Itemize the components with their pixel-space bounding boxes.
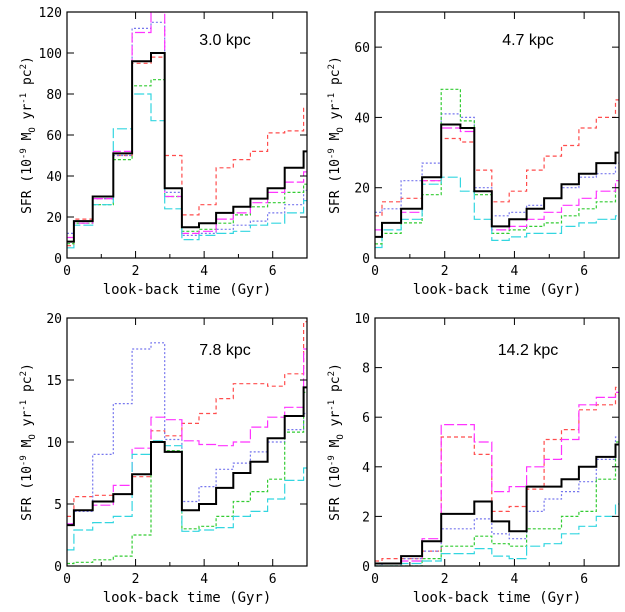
x-tick-label: 2 (441, 264, 449, 279)
series-line-1 (375, 443, 619, 565)
series-line-6 (375, 436, 619, 566)
series-line-3 (375, 503, 619, 566)
series-line-5 (67, 391, 307, 565)
plot-frame (66, 317, 308, 567)
y-tick-label: 8 (362, 362, 370, 377)
radius-annotation: 7.8 kpc (199, 342, 251, 359)
series-line-6 (67, 21, 307, 236)
y-tick-label: 0 (362, 252, 370, 267)
y-tick-label: 10 (354, 312, 370, 327)
chart-panel-3: 0 2 4 6 0 5 10 15 20 look-back time (Gyr) SFR (10-… (19, 312, 308, 606)
x-tick-label: 6 (580, 264, 588, 279)
plot-frame (374, 317, 620, 567)
series-line-5 (375, 441, 619, 566)
y-tick-label: 0 (54, 560, 62, 575)
radius-annotation: 4.7 kpc (502, 32, 554, 49)
y-tick-label: 6 (362, 411, 370, 426)
y-tick-label: 60 (46, 129, 62, 144)
x-axis-label: look-back time (Gyr) (103, 590, 272, 606)
y-tick-label: 2 (362, 510, 370, 525)
series-line-4 (375, 127, 619, 231)
x-tick-label: 4 (200, 572, 208, 587)
x-axis-label: look-back time (Gyr) (413, 282, 582, 298)
y-tick-label: 20 (354, 182, 370, 197)
series-line-6 (67, 342, 307, 525)
y-tick-label: 20 (46, 312, 62, 327)
y-axis-label: SFR (10-9 MO yr-1 pc2) (19, 363, 38, 521)
y-tick-label: 60 (354, 41, 370, 56)
y-tick-label: 40 (354, 111, 370, 126)
y-tick-label: 15 (46, 374, 62, 389)
series-line-4 (67, 348, 307, 525)
y-axis-label: SFR (10-9 MO yr-1 pc2) (327, 363, 346, 521)
y-tick-label: 4 (362, 461, 370, 476)
x-tick-label: 2 (132, 264, 140, 279)
radius-annotation: 3.0 kpc (199, 32, 251, 49)
y-axis-label: SFR (10-9 MO yr-1 pc2) (19, 56, 38, 214)
series-group (67, 12, 307, 249)
series-line-2 (67, 321, 307, 517)
x-tick-label: 6 (269, 264, 277, 279)
series-line-5 (67, 79, 307, 245)
y-tick-label: 5 (54, 498, 62, 513)
plot-frame (374, 11, 620, 259)
series-line-4 (67, 12, 307, 239)
x-tick-label: 0 (63, 572, 71, 587)
x-tick-label: 4 (511, 572, 519, 587)
y-axis-label: SFR (10-9 MO yr-1 pc2) (327, 56, 346, 214)
x-tick-label: 0 (63, 264, 71, 279)
x-tick-label: 6 (580, 572, 588, 587)
y-tick-label: 0 (54, 252, 62, 267)
x-axis-label: look-back time (Gyr) (413, 590, 582, 606)
series-line-3 (67, 93, 307, 249)
series-line-1 (67, 386, 307, 527)
series-line-1 (375, 123, 619, 238)
x-tick-label: 2 (441, 572, 449, 587)
x-tick-label: 2 (132, 572, 140, 587)
y-tick-label: 40 (46, 170, 62, 185)
x-axis-label: look-back time (Gyr) (103, 282, 272, 298)
chart-panel-4: 0 2 4 6 0 2 4 6 8 10 look-back time (Gyr) SFR (10-9… (327, 312, 620, 606)
series-line-3 (67, 440, 307, 551)
series-group (375, 88, 619, 249)
series-line-2 (375, 99, 619, 217)
x-tick-label: 4 (511, 264, 519, 279)
y-tick-label: 100 (39, 47, 62, 62)
x-tick-label: 6 (269, 572, 277, 587)
series-line-6 (375, 113, 619, 217)
series-line-2 (67, 56, 307, 247)
y-tick-label: 0 (362, 560, 370, 575)
x-tick-label: 4 (200, 264, 208, 279)
series-line-5 (375, 88, 619, 245)
series-line-4 (375, 391, 619, 565)
x-tick-label: 0 (371, 572, 379, 587)
series-line-3 (375, 176, 619, 249)
y-tick-label: 120 (39, 6, 62, 21)
series-group (375, 386, 619, 566)
series-line-2 (375, 386, 619, 562)
y-tick-label: 10 (46, 436, 62, 451)
y-tick-label: 80 (46, 88, 62, 103)
series-group (67, 321, 307, 565)
radius-annotation: 14.2 kpc (498, 342, 558, 359)
plot-frame (66, 11, 308, 259)
y-tick-label: 20 (46, 211, 62, 226)
series-line-1 (67, 52, 307, 243)
x-tick-label: 0 (371, 264, 379, 279)
